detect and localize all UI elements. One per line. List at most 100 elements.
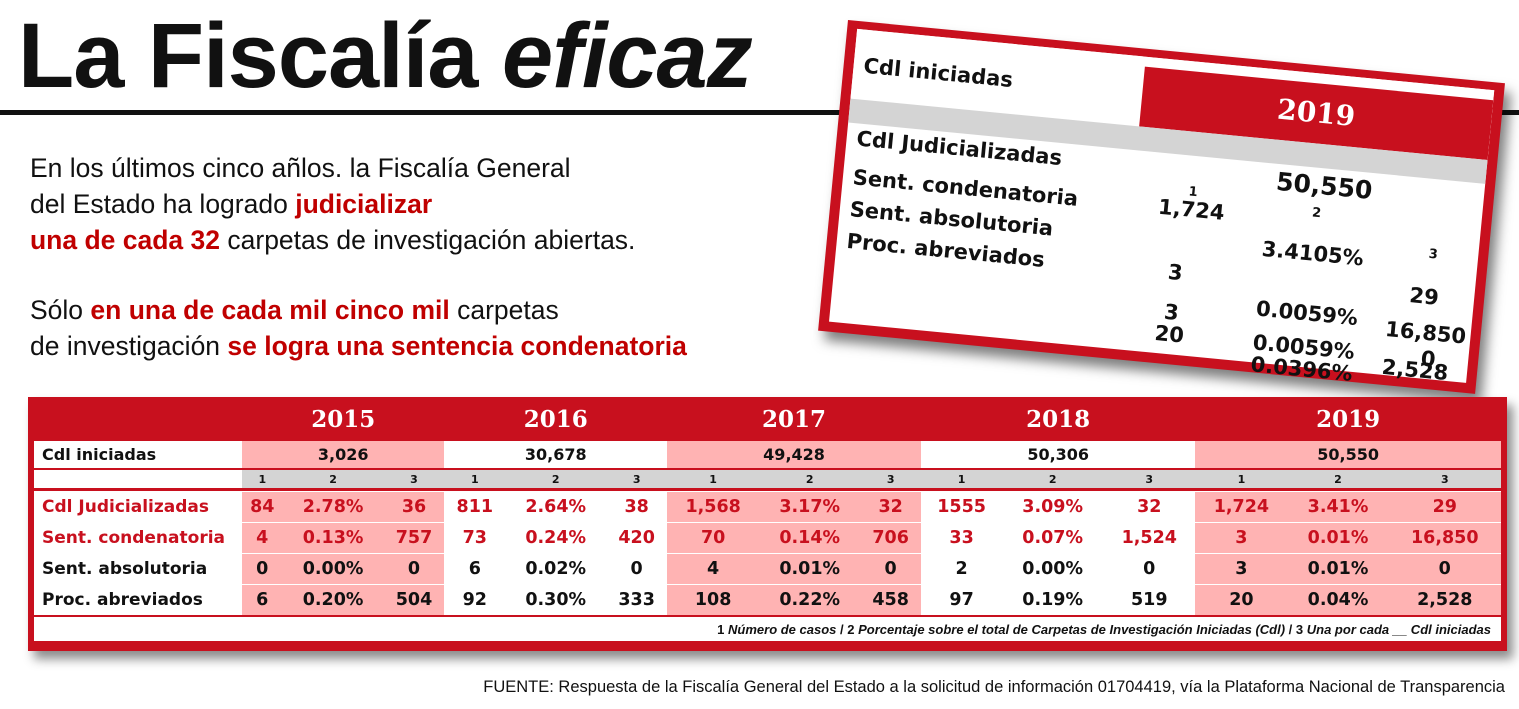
table-cell: 92 xyxy=(444,584,506,615)
table-cell: 0.20% xyxy=(282,584,384,615)
table-corner xyxy=(34,470,242,491)
cdl-iniciadas-value: 49,428 xyxy=(667,441,922,470)
highlight-card-2019: Cdl iniciadas 2019 Cdl Judicializadas 50… xyxy=(818,20,1505,394)
table-cell: 0.13% xyxy=(282,522,384,553)
column-number: 1 xyxy=(1195,470,1288,491)
intro-paragraph-2: Sólo en una de cada mil cinco mil carpet… xyxy=(30,295,687,361)
table-cell: 1,724 xyxy=(1195,491,1288,522)
column-number: 3 xyxy=(1103,470,1196,491)
table-cell: 0 xyxy=(242,553,283,584)
row-label: Cdl Judicializadas xyxy=(34,491,242,522)
legend-part: Número de casos xyxy=(728,621,837,637)
legend-part: 2 xyxy=(847,621,855,637)
table-cell: 757 xyxy=(383,522,445,553)
table-cell: 0.00% xyxy=(1002,553,1104,584)
table-cell: 3 xyxy=(1195,553,1288,584)
table-cell: 84 xyxy=(242,491,283,522)
column-number: 2 xyxy=(759,470,861,491)
column-number: 1 xyxy=(242,470,283,491)
table-cell: 519 xyxy=(1103,584,1196,615)
table-cell: 0.01% xyxy=(1287,522,1389,553)
table-cell: 2.64% xyxy=(505,491,607,522)
table-cell: 458 xyxy=(860,584,922,615)
page-title: La Fiscalía eficaz xyxy=(18,0,753,112)
cdl-iniciadas-value: 50,550 xyxy=(1195,441,1501,470)
row-label: Cdl iniciadas xyxy=(34,441,242,470)
column-number: 3 xyxy=(606,470,668,491)
row-label: Sent. condenatoria xyxy=(34,522,242,553)
table-cell: 3.09% xyxy=(1002,491,1104,522)
table-cell: 0 xyxy=(606,553,668,584)
intro-paragraph-1: En los últimos cinco añlos. la Fiscalía … xyxy=(30,153,636,255)
table-cell: 32 xyxy=(860,491,922,522)
source-note: FUENTE: Respuesta de la Fiscalía General… xyxy=(483,678,1505,696)
column-number: 2 xyxy=(282,470,384,491)
legend-part: / xyxy=(836,621,848,637)
column-number: 1 xyxy=(921,470,1003,491)
column-number: 2 xyxy=(1287,470,1389,491)
year-header: 2019 xyxy=(1316,405,1381,433)
table-cell: 3.41% xyxy=(1287,491,1389,522)
table-cell: 0 xyxy=(1388,553,1501,584)
year-header: 2015 xyxy=(311,405,376,433)
cdl-iniciadas-row: Cdl iniciadas 3,026 30,678 49,428 50,306 50,5… xyxy=(34,441,1501,470)
table-cell: 1,568 xyxy=(667,491,760,522)
column-number: 1 xyxy=(667,470,760,491)
table-corner xyxy=(34,397,242,441)
year-header: 2016 xyxy=(523,405,588,433)
legend-part: Porcentaje sobre el total de Carpetas de… xyxy=(858,621,1286,637)
table-cell: 16,850 xyxy=(1388,522,1501,553)
table-cell: 420 xyxy=(606,522,668,553)
table-cell: 0.19% xyxy=(1002,584,1104,615)
table-cell: 3.17% xyxy=(759,491,861,522)
table-row: Sent. condenatoria 4 0.13% 757 73 0.24% 420 70 0… xyxy=(34,522,1501,553)
table-cell: 70 xyxy=(667,522,760,553)
year-header: 2018 xyxy=(1026,405,1091,433)
legend-part: / xyxy=(1285,621,1296,637)
table-cell: 0.02% xyxy=(505,553,607,584)
table-cell: 6 xyxy=(242,584,283,615)
row-label: Sent. absolutoria xyxy=(34,553,242,584)
table-row: Cdl Judicializadas 84 2.78% 36 811 2.64% 38 1,5… xyxy=(34,491,1501,522)
column-number: 2 xyxy=(1002,470,1104,491)
column-number: 3 xyxy=(1388,470,1501,491)
column-number: 1 xyxy=(444,470,506,491)
cdl-iniciadas-value: 3,026 xyxy=(242,441,445,470)
table-cell: 20 xyxy=(1195,584,1288,615)
table-cell: 4 xyxy=(667,553,760,584)
table-legend: 1 Número de casos / 2 Porcentaje sobre e… xyxy=(34,615,1501,641)
table-cell: 1555 xyxy=(921,491,1003,522)
table-cell: 0.01% xyxy=(759,553,861,584)
year-header: 2017 xyxy=(762,405,827,433)
table-cell: 0.24% xyxy=(505,522,607,553)
table-cell: 0 xyxy=(1103,553,1196,584)
table-row: Proc. abreviados 6 0.20% 504 92 0.30% 333 108 0.… xyxy=(34,584,1501,615)
year-header-row: 2015 2016 2017 2018 2019 xyxy=(34,397,1501,441)
table-cell: 1,524 xyxy=(1103,522,1196,553)
table-row: Sent. absolutoria 0 0.00% 0 6 0.02% 0 4 0.01% 0 2 0… xyxy=(34,553,1501,584)
table-cell: 2.78% xyxy=(282,491,384,522)
cdl-iniciadas-value: 50,306 xyxy=(921,441,1196,470)
column-number: 3 xyxy=(383,470,445,491)
data-table: 2015 2016 2017 2018 2019 Cdl iniciadas 3,026 30… xyxy=(34,397,1501,641)
table-cell: 0.01% xyxy=(1287,553,1389,584)
table-cell: 4 xyxy=(242,522,283,553)
table-cell: 0.07% xyxy=(1002,522,1104,553)
card-label-cdl-iniciadas: Cdl iniciadas xyxy=(862,53,1014,93)
table-cell: 0.14% xyxy=(759,522,861,553)
table-cell: 97 xyxy=(921,584,1003,615)
table-cell: 2 xyxy=(921,553,1003,584)
table-cell: 36 xyxy=(383,491,445,522)
title-plain: La Fiscalía xyxy=(18,5,478,107)
table-cell: 33 xyxy=(921,522,1003,553)
table-cell: 2,528 xyxy=(1388,584,1501,615)
table-cell: 6 xyxy=(444,553,506,584)
table-cell: 0.00% xyxy=(282,553,384,584)
legend-part: 3 xyxy=(1295,621,1304,637)
legend-row: 1 Número de casos / 2 Porcentaje sobre e… xyxy=(34,615,1501,641)
table-cell: 0.22% xyxy=(759,584,861,615)
table-cell: 333 xyxy=(606,584,668,615)
table-cell: 811 xyxy=(444,491,506,522)
table-cell: 38 xyxy=(606,491,668,522)
